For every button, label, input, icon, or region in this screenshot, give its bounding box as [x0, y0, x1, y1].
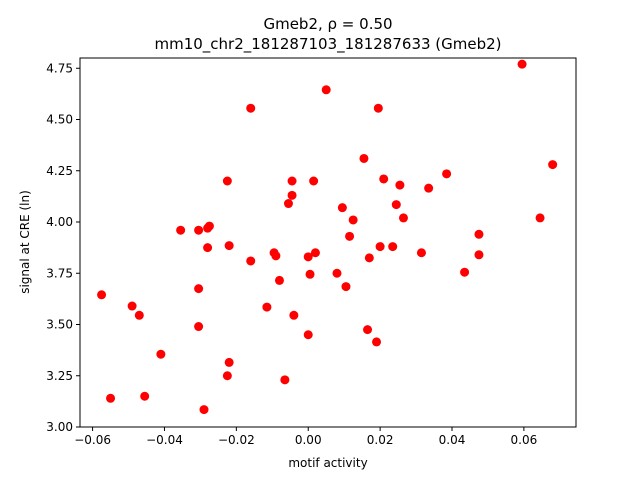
y-tick-label: 3.50 — [46, 318, 73, 332]
data-point — [224, 241, 234, 251]
data-point — [359, 153, 369, 163]
y-tick-label: 3.25 — [46, 369, 73, 383]
data-point — [222, 371, 232, 381]
data-point — [194, 322, 204, 332]
data-point — [395, 180, 405, 190]
data-point — [204, 221, 214, 231]
data-point — [474, 229, 484, 239]
data-point — [97, 290, 107, 300]
data-point — [321, 85, 331, 95]
y-tick-label: 4.25 — [46, 164, 73, 178]
y-tick-label: 3.00 — [46, 420, 73, 434]
data-point — [246, 103, 256, 113]
data-point — [106, 393, 116, 403]
data-point — [364, 253, 374, 263]
data-point — [194, 284, 204, 294]
x-tick-label: 0.00 — [295, 433, 322, 447]
data-point — [337, 203, 347, 213]
data-point — [287, 176, 297, 186]
y-axis-ticks: 3.00 3.25 3.50 3.75 4.00 4.25 4.50 4.75 — [46, 61, 80, 434]
data-point — [388, 242, 398, 252]
x-tick-label: −0.02 — [218, 433, 255, 447]
data-point — [535, 213, 545, 223]
data-point — [274, 275, 284, 285]
data-point — [283, 199, 293, 209]
y-tick-label: 4.50 — [46, 113, 73, 127]
data-point — [375, 242, 385, 252]
data-point — [398, 213, 408, 223]
y-axis-label: signal at CRE (ln) — [18, 190, 32, 294]
plot-frame — [79, 57, 577, 428]
data-point — [391, 200, 401, 210]
data-point — [194, 225, 204, 235]
data-point — [289, 310, 299, 320]
x-tick-label: 0.06 — [511, 433, 538, 447]
data-point — [373, 103, 383, 113]
data-point — [548, 160, 558, 170]
data-point — [305, 269, 315, 279]
data-point — [246, 256, 256, 266]
x-tick-label: −0.06 — [74, 433, 111, 447]
data-point — [203, 243, 213, 253]
chart-title-line2: mm10_chr2_181287103_181287633 (Gmeb2) — [154, 35, 501, 54]
y-tick-label: 4.00 — [46, 215, 73, 229]
data-point — [134, 310, 144, 320]
data-point — [345, 231, 355, 241]
data-point — [280, 375, 290, 385]
data-point — [310, 248, 320, 258]
data-point — [379, 174, 389, 184]
data-point — [460, 267, 470, 277]
x-tick-label: 0.04 — [439, 433, 466, 447]
data-point — [424, 183, 434, 193]
data-point — [332, 268, 342, 278]
data-point — [372, 337, 382, 347]
x-tick-label: −0.04 — [146, 433, 183, 447]
data-point — [156, 349, 166, 359]
y-tick-label: 4.75 — [46, 61, 73, 75]
data-point — [287, 190, 297, 200]
data-point — [262, 302, 272, 312]
data-point — [271, 251, 281, 261]
data-point — [303, 330, 313, 340]
data-point — [474, 250, 484, 260]
data-point — [517, 59, 527, 69]
data-point — [140, 391, 150, 401]
data-point — [127, 301, 137, 311]
data-point — [416, 248, 426, 258]
chart-title-line1: Gmeb2, ρ = 0.50 — [263, 15, 392, 33]
x-axis-ticks: −0.06 −0.04 −0.02 0.00 0.02 0.04 0.06 — [74, 427, 537, 447]
x-axis-label: motif activity — [288, 456, 367, 470]
y-tick-label: 3.75 — [46, 266, 73, 280]
data-point — [348, 215, 358, 225]
data-points — [97, 59, 558, 415]
data-point — [176, 225, 186, 235]
x-tick-label: 0.02 — [367, 433, 394, 447]
data-point — [222, 176, 232, 186]
data-point — [224, 357, 234, 367]
data-point — [303, 252, 313, 262]
data-point — [363, 325, 373, 335]
data-point — [199, 405, 209, 415]
data-point — [442, 169, 452, 179]
data-point — [341, 282, 351, 292]
data-point — [309, 176, 319, 186]
